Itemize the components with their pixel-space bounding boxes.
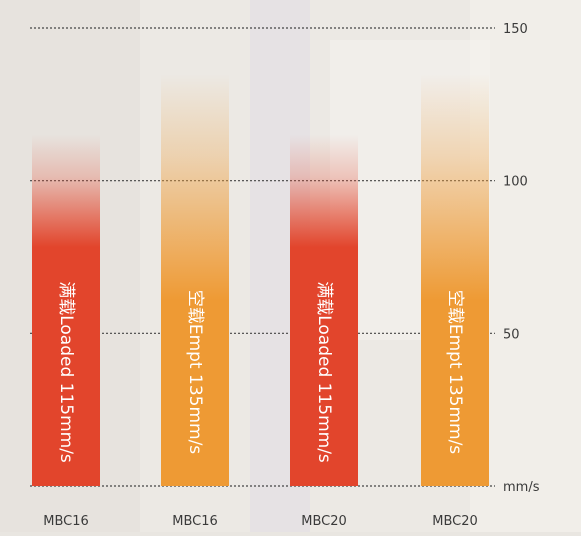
x-tick-label: MBC16 [172, 514, 218, 529]
bar-data-label: 空载Empt 135mm/s [185, 290, 205, 454]
bar [161, 73, 229, 487]
bar [290, 134, 358, 486]
y-tick-label: mm/s [503, 480, 540, 495]
bar-data-label: 满载Loaded 115mm/s [56, 281, 76, 463]
bar [421, 73, 489, 487]
bar-data-label: 满载Loaded 115mm/s [314, 281, 334, 463]
y-tick-label: 150 [503, 22, 528, 37]
x-tick-label: MBC20 [432, 514, 478, 529]
bar [32, 134, 100, 486]
bar-data-label: 空载Empt 135mm/s [445, 290, 465, 454]
y-tick-label: 100 [503, 175, 528, 190]
y-tick-label: 50 [503, 327, 520, 342]
x-tick-label: MBC16 [43, 514, 89, 529]
x-tick-label: MBC20 [301, 514, 347, 529]
